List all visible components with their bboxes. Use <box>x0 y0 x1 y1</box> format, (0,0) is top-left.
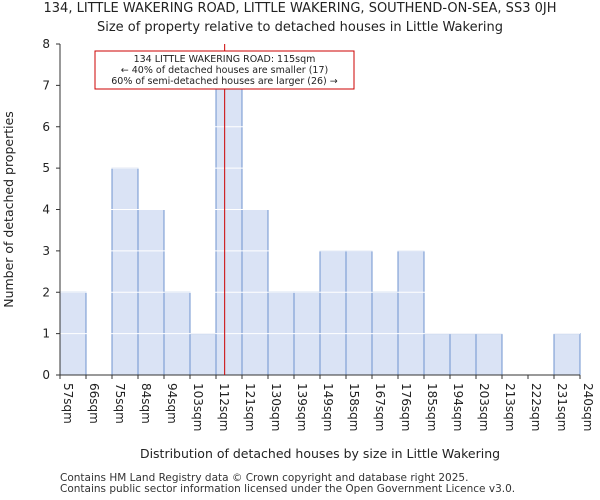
y-tick-label: 0 <box>42 368 50 382</box>
chart-subtitle: Size of property relative to detached ho… <box>96 20 504 35</box>
x-tick-label: 66sqm <box>87 383 101 424</box>
x-tick-label: 222sqm <box>529 383 543 431</box>
y-tick-label: 4 <box>42 203 50 217</box>
annotation-box-border <box>94 50 355 90</box>
bar-203sqm <box>475 333 503 376</box>
annotation-line-1: 134 LITTLE WAKERING ROAD: 115sqm <box>134 54 316 65</box>
x-tick-label: 94sqm <box>165 383 179 424</box>
x-tick-label: 158sqm <box>347 383 361 431</box>
x-tick-label: 112sqm <box>217 383 231 431</box>
bar-194sqm <box>449 333 477 376</box>
axes <box>59 44 580 376</box>
x-tick-label: 130sqm <box>269 383 283 431</box>
x-tick-label: 149sqm <box>321 383 335 431</box>
x-tick-label: 84sqm <box>139 383 153 424</box>
footer-copyright: Contains HM Land Registry data © Crown c… <box>60 472 469 484</box>
bar-158sqm <box>345 250 373 376</box>
bar-149sqm <box>319 250 347 376</box>
x-tick-label: 213sqm <box>503 383 517 431</box>
x-tick-label: 240sqm <box>581 383 595 431</box>
bar-176sqm <box>397 250 425 376</box>
bar-75sqm <box>111 167 139 376</box>
bar-103sqm <box>189 333 217 376</box>
y-axis-label: Number of detached properties <box>1 111 16 308</box>
x-axis-label: Distribution of detached houses by size … <box>140 446 500 461</box>
x-tick-label: 194sqm <box>451 383 465 431</box>
y-tick-label: 6 <box>42 120 50 134</box>
annotation-box: 134 LITTLE WAKERING ROAD: 115sqm ← 40% o… <box>94 50 355 90</box>
bar-185sqm <box>423 333 451 376</box>
y-tick-label: 7 <box>42 78 50 92</box>
y-tick-label: 2 <box>42 285 50 299</box>
x-tick-label: 167sqm <box>373 383 387 431</box>
y-tick-label: 3 <box>42 244 50 258</box>
annotation-line-2: ← 40% of detached houses are smaller (17… <box>121 65 328 76</box>
x-tick-label: 185sqm <box>425 383 439 431</box>
bar-231sqm <box>553 333 581 376</box>
y-tick-label: 8 <box>42 37 50 51</box>
x-tick-label: 176sqm <box>399 383 413 431</box>
x-tick-label: 103sqm <box>191 383 205 431</box>
y-tick-label: 1 <box>42 327 50 341</box>
x-tick-label: 57sqm <box>61 383 75 424</box>
x-tick-label: 139sqm <box>295 383 309 431</box>
footer-licence: Contains public sector information licen… <box>60 483 516 495</box>
chart-title: 134, LITTLE WAKERING ROAD, LITTLE WAKERI… <box>43 1 557 16</box>
bar-112sqm <box>215 84 243 376</box>
x-tick-label: 231sqm <box>555 383 569 431</box>
x-tick-label: 75sqm <box>113 383 127 424</box>
y-tick-label: 5 <box>42 161 50 175</box>
x-tick-label: 121sqm <box>243 383 257 431</box>
x-tick-label: 203sqm <box>477 383 491 431</box>
annotation-line-3: 60% of semi-detached houses are larger (… <box>111 76 338 87</box>
